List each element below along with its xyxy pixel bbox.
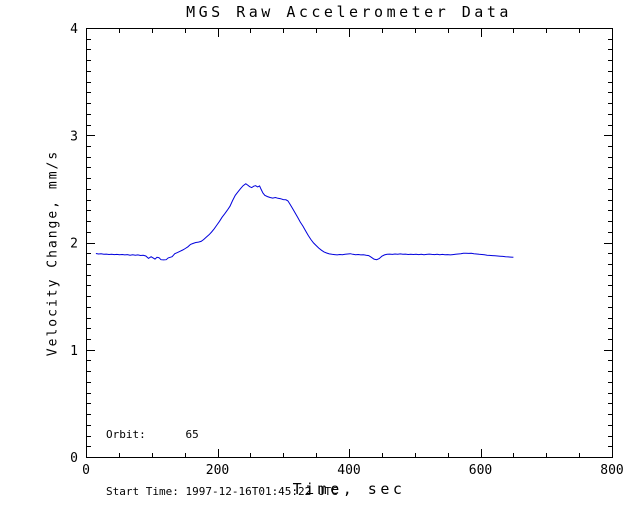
svg-text:3: 3 [70, 129, 78, 144]
annotation-orbit: Orbit: 65 [106, 428, 199, 441]
annotation-block: Orbit: 65 Start Time: 1997-12-16T01:45:2… [106, 387, 338, 512]
svg-text:400: 400 [337, 463, 360, 478]
y-axis-label: Velocity Change, mm/s [45, 149, 61, 357]
annotation-start-time: Start Time: 1997-12-16T01:45:22 UTC [106, 485, 338, 498]
x-axis-label: Time, sec [292, 480, 406, 498]
svg-text:600: 600 [469, 463, 492, 478]
svg-text:0: 0 [70, 451, 78, 466]
svg-text:800: 800 [600, 463, 623, 478]
svg-text:2: 2 [70, 237, 78, 252]
svg-text:4: 4 [70, 22, 78, 37]
svg-text:200: 200 [206, 463, 229, 478]
svg-text:0: 0 [82, 463, 90, 478]
chart-title: MGS Raw Accelerometer Data [186, 3, 512, 21]
svg-text:1: 1 [70, 344, 78, 359]
